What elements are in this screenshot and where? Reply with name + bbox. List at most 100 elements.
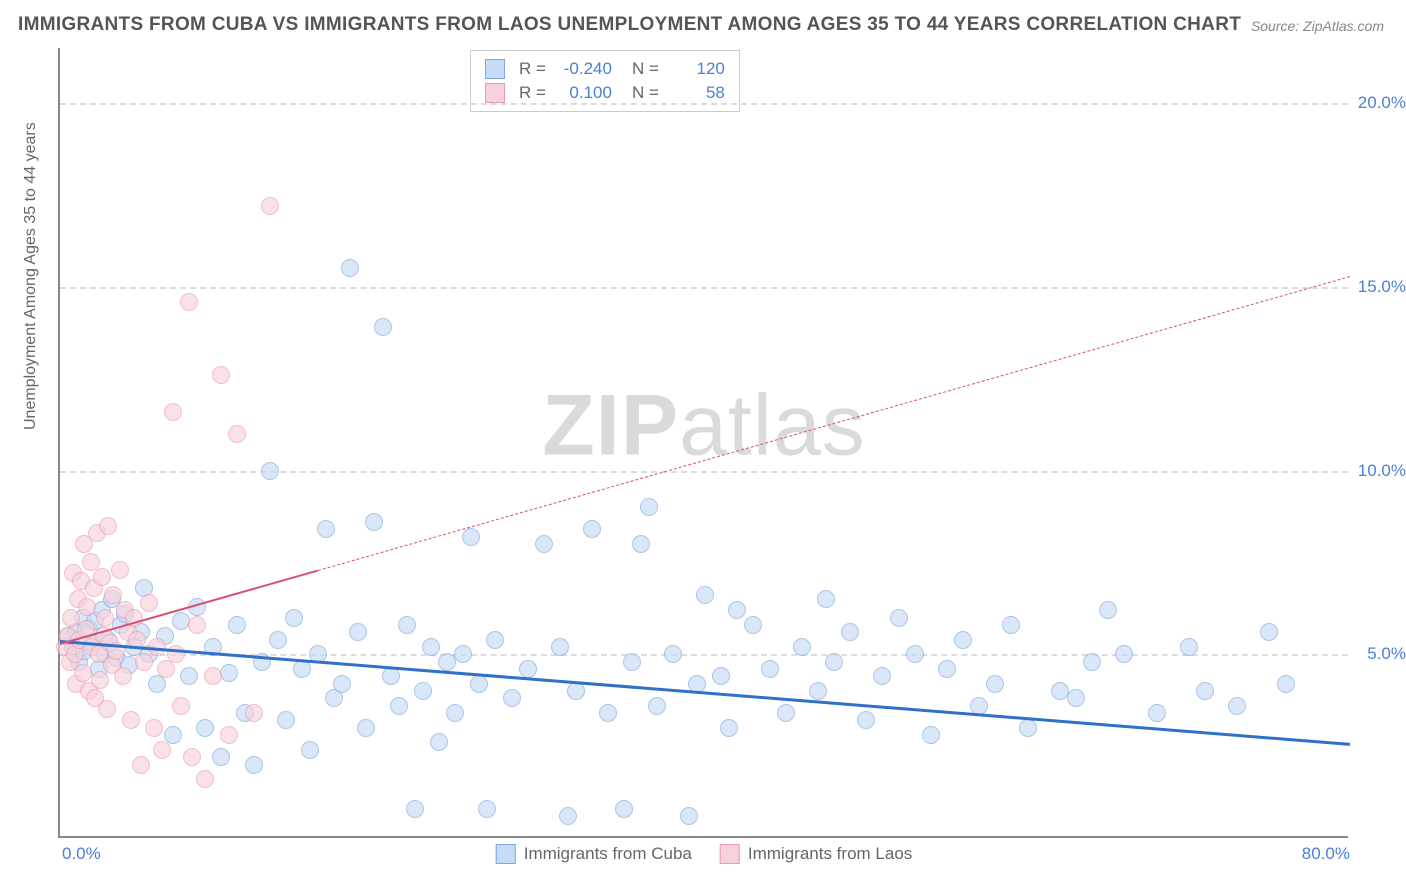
- data-point: [414, 682, 432, 700]
- data-point: [430, 733, 448, 751]
- data-point: [486, 631, 504, 649]
- data-point: [938, 660, 956, 678]
- data-point: [111, 561, 129, 579]
- data-point: [1180, 638, 1198, 656]
- grid-line: [60, 103, 1348, 105]
- data-point: [623, 653, 641, 671]
- data-point: [632, 535, 650, 553]
- scatter-plot-area: ZIPatlas R = -0.240 N = 120 R = 0.100 N …: [58, 48, 1348, 838]
- data-point: [841, 623, 859, 641]
- data-point: [153, 741, 171, 759]
- data-point: [228, 425, 246, 443]
- data-point: [857, 711, 875, 729]
- data-point: [183, 748, 201, 766]
- data-point: [1260, 623, 1278, 641]
- data-point: [1115, 645, 1133, 663]
- data-point: [74, 664, 92, 682]
- data-point: [462, 528, 480, 546]
- data-point: [680, 807, 698, 825]
- r-value-laos: 0.100: [556, 83, 612, 103]
- data-point: [519, 660, 537, 678]
- data-point: [349, 623, 367, 641]
- data-point: [720, 719, 738, 737]
- x-tick-max: 80.0%: [1302, 844, 1350, 864]
- data-point: [164, 403, 182, 421]
- grid-line: [60, 471, 1348, 473]
- data-point: [1277, 675, 1295, 693]
- data-point: [535, 535, 553, 553]
- data-point: [285, 609, 303, 627]
- data-point: [220, 726, 238, 744]
- n-value-laos: 58: [669, 83, 725, 103]
- data-point: [398, 616, 416, 634]
- data-point: [204, 667, 222, 685]
- data-point: [744, 616, 762, 634]
- data-point: [728, 601, 746, 619]
- regression-line: [318, 276, 1350, 571]
- data-point: [196, 770, 214, 788]
- data-point: [135, 653, 153, 671]
- data-point: [1228, 697, 1246, 715]
- data-point: [301, 741, 319, 759]
- data-point: [188, 616, 206, 634]
- data-point: [470, 675, 488, 693]
- swatch-cuba: [485, 59, 505, 79]
- chart-title: IMMIGRANTS FROM CUBA VS IMMIGRANTS FROM …: [18, 14, 1241, 36]
- data-point: [245, 704, 263, 722]
- data-point: [228, 616, 246, 634]
- data-point: [825, 653, 843, 671]
- data-point: [269, 631, 287, 649]
- data-point: [583, 520, 601, 538]
- n-label: N =: [632, 59, 659, 79]
- data-point: [454, 645, 472, 663]
- data-point: [317, 520, 335, 538]
- data-point: [551, 638, 569, 656]
- y-tick-label: 10.0%: [1354, 461, 1406, 481]
- data-point: [986, 675, 1004, 693]
- data-point: [99, 517, 117, 535]
- data-point: [922, 726, 940, 744]
- data-point: [809, 682, 827, 700]
- data-point: [777, 704, 795, 722]
- data-point: [406, 800, 424, 818]
- data-point: [357, 719, 375, 737]
- data-point: [954, 631, 972, 649]
- data-point: [1019, 719, 1037, 737]
- data-point: [559, 807, 577, 825]
- data-point: [1196, 682, 1214, 700]
- swatch-laos: [485, 83, 505, 103]
- data-point: [873, 667, 891, 685]
- data-point: [615, 800, 633, 818]
- data-point: [196, 719, 214, 737]
- data-point: [1083, 653, 1101, 671]
- data-point: [1099, 601, 1117, 619]
- r-label: R =: [519, 59, 546, 79]
- data-point: [341, 259, 359, 277]
- data-point: [180, 667, 198, 685]
- stats-row-laos: R = 0.100 N = 58: [485, 81, 725, 105]
- data-point: [640, 498, 658, 516]
- data-point: [172, 612, 190, 630]
- data-point: [1067, 689, 1085, 707]
- data-point: [390, 697, 408, 715]
- data-point: [906, 645, 924, 663]
- data-point: [761, 660, 779, 678]
- data-point: [93, 568, 111, 586]
- grid-line: [60, 287, 1348, 289]
- data-point: [98, 700, 116, 718]
- y-axis-label: Unemployment Among Ages 35 to 44 years: [22, 122, 40, 430]
- legend-bottom: Immigrants from Cuba Immigrants from Laos: [496, 844, 913, 864]
- legend-label: Immigrants from Laos: [748, 844, 912, 864]
- data-point: [96, 609, 114, 627]
- data-point: [1002, 616, 1020, 634]
- data-point: [1148, 704, 1166, 722]
- legend-swatch: [496, 844, 516, 864]
- data-point: [78, 598, 96, 616]
- data-point: [132, 756, 150, 774]
- n-label: N =: [632, 83, 659, 103]
- data-point: [172, 697, 190, 715]
- y-tick-label: 20.0%: [1354, 93, 1406, 113]
- data-point: [91, 671, 109, 689]
- data-point: [122, 711, 140, 729]
- legend-item: Immigrants from Cuba: [496, 844, 692, 864]
